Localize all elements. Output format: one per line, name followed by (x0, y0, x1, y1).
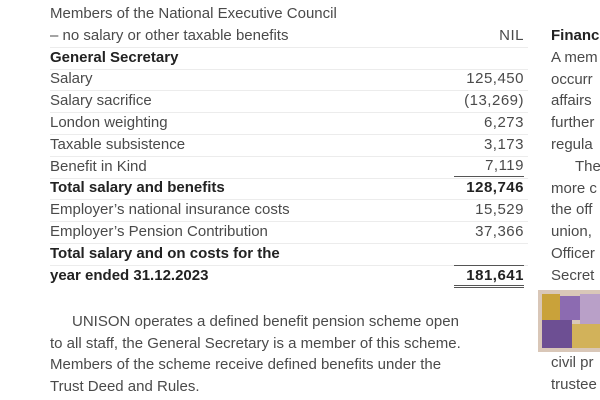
row-separator (50, 112, 528, 114)
row-separator (50, 264, 528, 266)
row-value: (13,269) (464, 92, 524, 110)
right-column-line: the off (551, 201, 593, 219)
right-column-line: Secret (551, 266, 595, 284)
right-column-line: regula (551, 136, 593, 153)
row-separator (50, 134, 528, 135)
row-value: NIL (499, 26, 524, 44)
row-label: year ended 31.12.2023 (50, 266, 209, 284)
row-value: 37,366 (475, 223, 524, 240)
row-value: 125,450 (466, 70, 524, 88)
row-label: Taxable subsistence (50, 135, 186, 153)
image-patch (538, 290, 600, 352)
row-separator (50, 243, 528, 244)
row-label: Members of the National Executive Counci… (50, 5, 337, 22)
row-label: Benefit in Kind (50, 157, 147, 175)
row-separator (50, 199, 528, 201)
row-label: London weighting (50, 114, 168, 131)
paragraph-line: Members of the scheme receive defined be… (50, 356, 442, 373)
row-label: Salary (50, 70, 93, 88)
paragraph-line: to all staff, the General Secretary is a… (50, 334, 461, 352)
row-separator (50, 155, 528, 157)
row-value: 181,641 (454, 264, 524, 288)
right-column-line: more c (551, 179, 597, 197)
row-label: Salary sacrifice (50, 92, 152, 110)
right-column-line: civil pr (551, 354, 594, 371)
right-column-line: union, (551, 223, 592, 241)
row-value: 15,529 (475, 201, 524, 219)
row-separator (50, 46, 528, 48)
row-value: 3,173 (483, 135, 524, 153)
row-separator (50, 177, 528, 179)
row-separator (50, 221, 528, 223)
row-label: Employer’s Pension Contribution (50, 223, 268, 240)
row-value: 128,746 (466, 179, 524, 197)
paragraph-line: UNISON operates a defined benefit pensio… (72, 313, 459, 330)
row-label: Employer’s national insurance costs (50, 201, 290, 219)
row-label: Total salary and benefits (50, 179, 225, 197)
row-label: – no salary or other taxable benefits (50, 26, 289, 44)
row-separator (50, 90, 528, 92)
right-column-line: The (575, 157, 600, 175)
row-label: Total salary and on costs for the (50, 244, 280, 262)
right-column-line: occurr (551, 70, 593, 88)
row-value: 6,273 (483, 114, 524, 131)
right-column-line: affairs (551, 92, 592, 110)
right-column-line: Financ (551, 27, 600, 44)
right-column-line: A mem (551, 48, 598, 66)
row-value: 7,119 (454, 156, 524, 177)
row-separator (50, 68, 528, 70)
right-column-line: Officer (551, 245, 595, 262)
paragraph-line: Trust Deed and Rules. (50, 377, 200, 395)
right-column-line: trustee (551, 375, 597, 393)
right-column-line: further (551, 114, 595, 132)
row-label: General Secretary (50, 48, 179, 66)
